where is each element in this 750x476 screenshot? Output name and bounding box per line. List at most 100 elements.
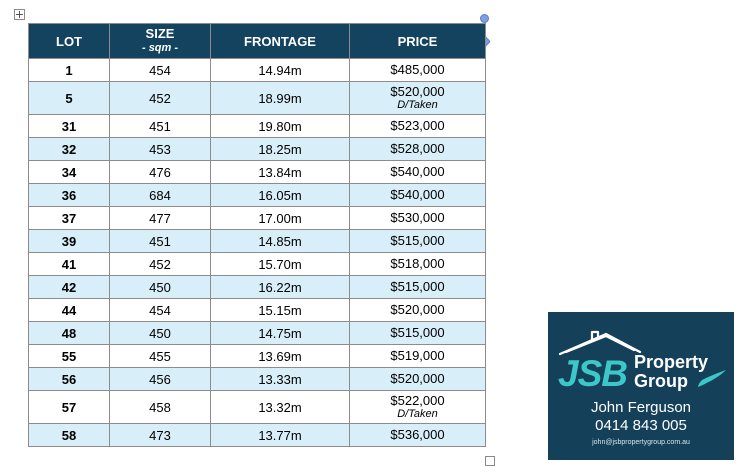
cell-price: $518,000	[349, 252, 486, 276]
cell-frontage: 13.33m	[210, 367, 350, 391]
cell-lot: 57	[28, 390, 110, 424]
swoosh-icon	[698, 370, 726, 387]
cell-frontage: 13.77m	[210, 423, 350, 447]
cell-lot: 1	[28, 58, 110, 82]
table-row: 1 454 14.94m $485,000	[28, 58, 486, 82]
cell-lot: 31	[28, 114, 110, 138]
cell-frontage: 16.22m	[210, 275, 350, 299]
cell-lot: 39	[28, 229, 110, 253]
cell-lot: 48	[28, 321, 110, 345]
cell-size: 455	[109, 344, 211, 368]
table-body: 1 454 14.94m $485,000 5 452 18.99m $520,000 D/Ta…	[28, 58, 486, 447]
cell-frontage: 18.25m	[210, 137, 350, 161]
cell-frontage: 15.70m	[210, 252, 350, 276]
price-value: $485,000	[390, 62, 445, 77]
cell-price: $522,000 D/Taken	[349, 390, 486, 424]
cell-size: 454	[109, 298, 211, 322]
cell-lot: 44	[28, 298, 110, 322]
cell-size: 450	[109, 275, 211, 299]
table-row: 34 476 13.84m $540,000	[28, 160, 486, 184]
cell-lot: 41	[28, 252, 110, 276]
cell-lot: 37	[28, 206, 110, 230]
price-value: $523,000	[390, 118, 445, 133]
price-value: $518,000	[390, 256, 445, 271]
cell-price: $520,000 D/Taken	[349, 81, 486, 115]
cell-frontage: 13.32m	[210, 390, 350, 424]
price-value: $520,000	[390, 83, 445, 99]
cell-frontage: 16.05m	[210, 183, 350, 207]
price-value: $528,000	[390, 141, 445, 156]
cell-lot: 32	[28, 137, 110, 161]
cell-size: 456	[109, 367, 211, 391]
cell-lot: 36	[28, 183, 110, 207]
table-row: 36 684 16.05m $540,000	[28, 183, 486, 207]
price-value: $515,000	[390, 279, 445, 294]
agent-business-card: JSB Property Group John Ferguson 0414 84…	[548, 312, 734, 460]
cell-size: 454	[109, 58, 211, 82]
cell-frontage: 13.84m	[210, 160, 350, 184]
table-header-row: LOT SIZE - sqm - FRONTAGE PRICE	[28, 23, 486, 59]
price-value: $530,000	[390, 210, 445, 225]
table-row: 5 452 18.99m $520,000 D/Taken	[28, 81, 486, 115]
price-note: D/Taken	[397, 407, 438, 420]
price-value: $520,000	[390, 371, 445, 386]
cell-size: 451	[109, 114, 211, 138]
table-row: 44 454 15.15m $520,000	[28, 298, 486, 322]
cell-price: $515,000	[349, 229, 486, 253]
lot-price-table: LOT SIZE - sqm - FRONTAGE PRICE 1 454 14.9…	[28, 23, 486, 447]
cell-frontage: 19.80m	[210, 114, 350, 138]
cell-frontage: 14.94m	[210, 58, 350, 82]
logo-word-property: Property	[634, 352, 709, 372]
price-value: $519,000	[390, 348, 445, 363]
cell-size: 452	[109, 81, 211, 115]
jsb-logo	[558, 330, 726, 387]
table-row: 56 456 13.33m $520,000	[28, 367, 486, 391]
table-row: 32 453 18.25m $528,000	[28, 137, 486, 161]
cell-size: 450	[109, 321, 211, 345]
table-row: 58 473 13.77m $536,000	[28, 423, 486, 447]
table-row: 37 477 17.00m $530,000	[28, 206, 486, 230]
image-anchor-handle-icon[interactable]	[480, 14, 489, 23]
cell-size: 476	[109, 160, 211, 184]
table-resize-handle-icon[interactable]	[485, 456, 495, 466]
cell-lot: 34	[28, 160, 110, 184]
price-value: $540,000	[390, 187, 445, 202]
price-note: D/Taken	[397, 98, 438, 111]
header-price: PRICE	[349, 23, 486, 59]
price-value: $522,000	[390, 392, 445, 408]
cell-frontage: 13.69m	[210, 344, 350, 368]
header-lot: LOT	[28, 23, 110, 59]
cell-frontage: 14.75m	[210, 321, 350, 345]
agent-email: john@jsbpropertygroup.com.au	[592, 439, 690, 446]
price-value: $520,000	[390, 302, 445, 317]
cell-price: $519,000	[349, 344, 486, 368]
table-row: 42 450 16.22m $515,000	[28, 275, 486, 299]
logo-word-group: Group	[634, 371, 688, 391]
house-roof-icon	[558, 330, 642, 356]
cell-size: 451	[109, 229, 211, 253]
table-move-handle-icon[interactable]	[14, 9, 25, 20]
cell-price: $485,000	[349, 58, 486, 82]
cell-price: $523,000	[349, 114, 486, 138]
cell-lot: 56	[28, 367, 110, 391]
logo-brand: JSB	[558, 353, 628, 394]
cell-lot: 42	[28, 275, 110, 299]
cell-size: 458	[109, 390, 211, 424]
price-value: $540,000	[390, 164, 445, 179]
cell-size: 452	[109, 252, 211, 276]
cell-price: $540,000	[349, 183, 486, 207]
cell-lot: 58	[28, 423, 110, 447]
cell-lot: 55	[28, 344, 110, 368]
header-size-unit: - sqm -	[141, 42, 179, 54]
table-row: 55 455 13.69m $519,000	[28, 344, 486, 368]
cell-lot: 5	[28, 81, 110, 115]
cell-size: 684	[109, 183, 211, 207]
agent-name: John Ferguson	[590, 399, 692, 416]
table-row: 57 458 13.32m $522,000 D/Taken	[28, 390, 486, 424]
cell-frontage: 14.85m	[210, 229, 350, 253]
header-size-label: SIZE	[145, 26, 175, 41]
table-row: 48 450 14.75m $515,000	[28, 321, 486, 345]
cell-size: 453	[109, 137, 211, 161]
price-value: $515,000	[390, 233, 445, 248]
